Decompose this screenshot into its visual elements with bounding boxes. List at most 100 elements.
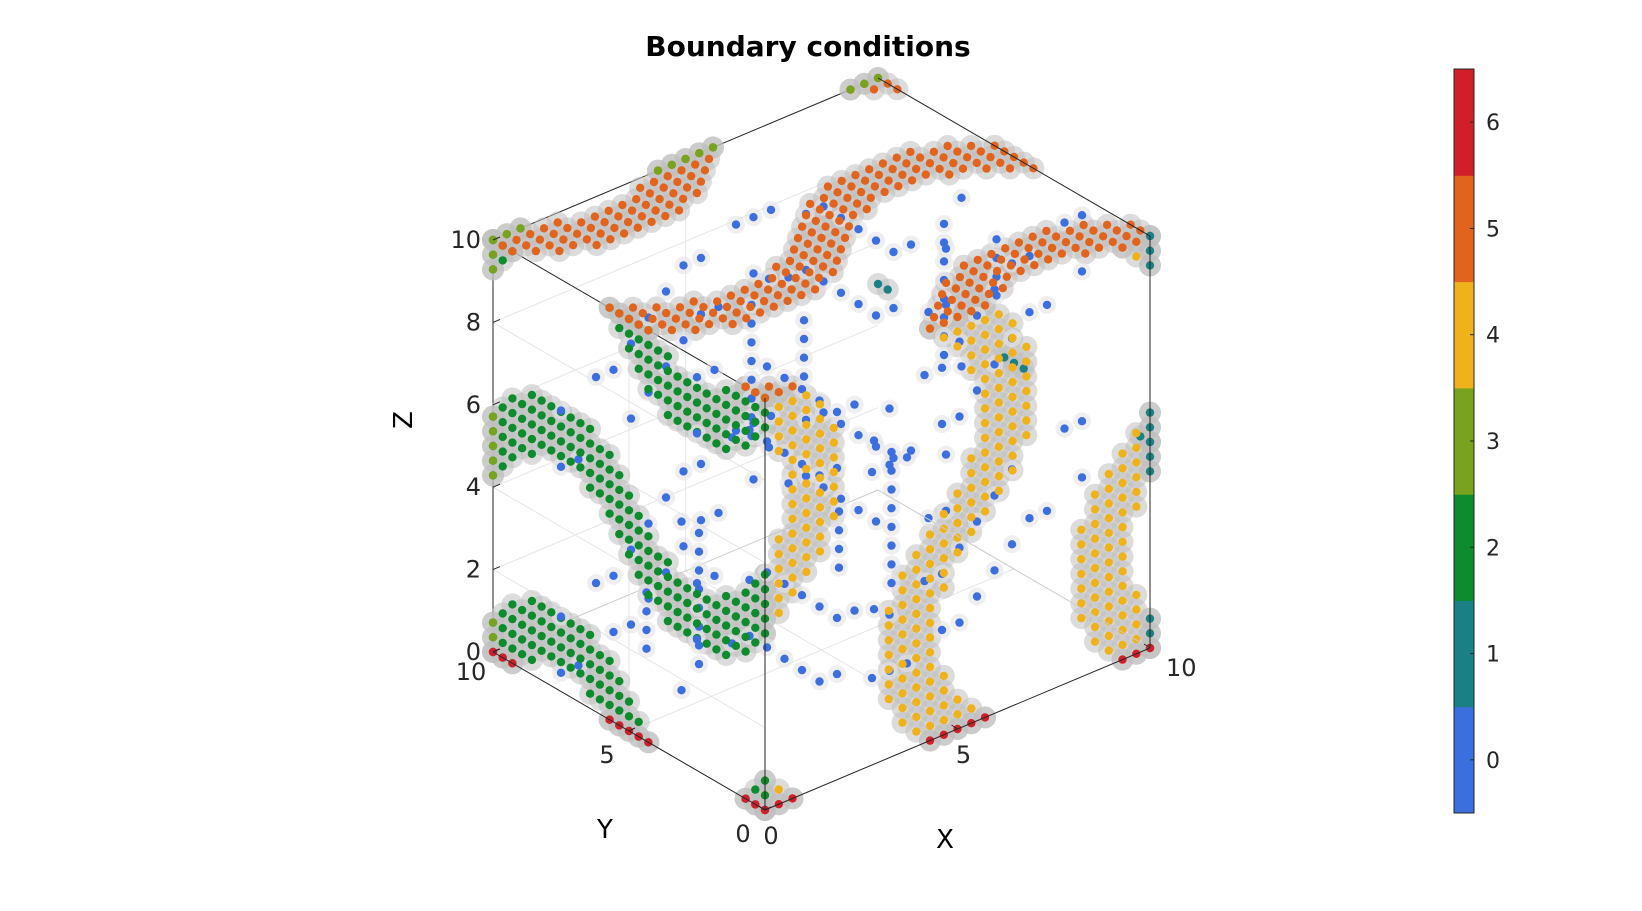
boundary-point-label-4 — [829, 467, 838, 477]
boundary-point-label-5 — [929, 147, 939, 156]
boundary-point-label-4 — [925, 589, 935, 598]
boundary-point-label-4 — [788, 558, 797, 568]
boundary-point-label-2 — [537, 440, 546, 449]
boundary-point-label-5 — [878, 159, 888, 168]
boundary-point-label-0 — [591, 578, 601, 588]
boundary-point-label-2 — [566, 442, 575, 452]
boundary-point-label-4 — [774, 608, 783, 618]
boundary-point-label-2 — [683, 598, 692, 608]
boundary-point-label-5 — [939, 318, 948, 327]
boundary-point-label-2 — [576, 669, 585, 678]
boundary-point-label-0 — [780, 654, 789, 663]
boundary-point-label-2 — [702, 639, 711, 648]
colorbar-swatch-5 — [1454, 175, 1474, 283]
boundary-point-label-4 — [939, 554, 948, 563]
boundary-point-label-4 — [829, 453, 838, 462]
boundary-point-label-2 — [605, 480, 614, 489]
boundary-point-label-5 — [860, 176, 870, 185]
boundary-point-label-3 — [488, 618, 498, 627]
boundary-point-label-0 — [871, 517, 881, 526]
boundary-point-label-1 — [1019, 364, 1028, 373]
boundary-point-label-2 — [537, 617, 546, 626]
boundary-point-label-2 — [731, 435, 741, 445]
boundary-point-label-0 — [1077, 417, 1087, 426]
boundary-point-label-5 — [772, 262, 781, 271]
boundary-point-label-2 — [634, 526, 643, 535]
boundary-point-label-0 — [887, 578, 896, 588]
boundary-point-label-5 — [1102, 220, 1112, 230]
boundary-point-label-5 — [661, 211, 670, 221]
boundary-point-label-4 — [980, 315, 990, 325]
boundary-point-label-4 — [939, 715, 948, 725]
boundary-point-label-5 — [943, 307, 952, 316]
boundary-point-label-0 — [1060, 218, 1069, 227]
boundary-point-label-2 — [624, 697, 634, 706]
boundary-point-label-4 — [994, 310, 1003, 319]
boundary-point-label-2 — [527, 420, 537, 429]
boundary-point-label-5 — [805, 268, 814, 277]
boundary-point-label-5 — [596, 229, 605, 238]
boundary-point-label-2 — [595, 474, 605, 483]
boundary-point-label-4 — [925, 677, 935, 686]
boundary-point-label-4 — [925, 721, 935, 731]
boundary-point-label-5 — [610, 223, 619, 233]
boundary-point-label-5 — [987, 249, 996, 259]
boundary-point-label-4 — [1118, 640, 1127, 650]
boundary-point-label-0 — [799, 372, 809, 381]
boundary-point-label-4 — [1104, 514, 1114, 523]
boundary-point-label-4 — [788, 441, 797, 450]
z-tick-label: 2 — [466, 556, 481, 584]
boundary-point-label-4 — [1118, 552, 1127, 561]
boundary-point-label-4 — [774, 579, 783, 588]
boundary-point-label-2 — [537, 602, 546, 611]
boundary-point-label-4 — [802, 567, 811, 577]
boundary-point-label-4 — [815, 473, 825, 483]
boundary-point-label-2 — [721, 430, 731, 439]
boundary-point-label-5 — [553, 218, 562, 227]
boundary-point-label-3 — [681, 154, 690, 164]
boundary-point-label-5 — [976, 147, 985, 156]
boundary-point-label-5 — [787, 285, 796, 294]
boundary-point-label-4 — [815, 414, 825, 424]
boundary-point-label-4 — [898, 586, 907, 595]
boundary-point-label-5 — [732, 308, 741, 317]
boundary-point-label-2 — [517, 605, 527, 615]
boundary-point-label-4 — [1077, 613, 1086, 623]
boundary-point-label-0 — [854, 431, 863, 440]
boundary-point-label-4 — [912, 550, 921, 560]
boundary-point-label-0 — [1077, 473, 1087, 482]
boundary-point-label-2 — [683, 392, 692, 402]
boundary-point-label-2 — [663, 396, 673, 405]
boundary-point-label-4 — [774, 535, 783, 544]
boundary-point-label-2 — [615, 691, 624, 701]
boundary-point-label-5 — [797, 222, 807, 231]
boundary-point-label-5 — [979, 272, 988, 282]
boundary-point-label-0 — [937, 419, 947, 429]
boundary-point-label-4 — [1118, 581, 1127, 591]
boundary-point-label-3 — [516, 224, 525, 233]
boundary-point-label-5 — [984, 289, 994, 299]
boundary-point-label-2 — [702, 624, 711, 634]
boundary-point-label-5 — [636, 183, 645, 192]
boundary-point-label-2 — [576, 625, 585, 634]
boundary-point-label-2 — [644, 355, 653, 364]
boundary-point-label-5 — [785, 256, 795, 266]
boundary-point-label-0 — [990, 566, 999, 575]
boundary-point-label-5 — [1132, 237, 1141, 246]
boundary-point-label-2 — [537, 425, 546, 435]
boundary-point-label-5 — [933, 301, 943, 310]
boundary-point-label-0 — [644, 519, 653, 528]
boundary-point-label-3 — [488, 471, 498, 480]
boundary-point-label-4 — [898, 644, 907, 654]
boundary-point-label-5 — [685, 308, 694, 318]
boundary-point-label-2 — [644, 590, 653, 600]
boundary-point-label-4 — [912, 565, 921, 574]
colorbar-swatch-1 — [1454, 600, 1474, 708]
boundary-point-label-4 — [802, 464, 811, 474]
boundary-point-label-2 — [624, 344, 634, 353]
boundary-point-label-2 — [663, 602, 673, 611]
boundary-point-label-2 — [566, 619, 575, 628]
boundary-point-label-2 — [721, 444, 731, 454]
boundary-point-label-4 — [829, 497, 838, 506]
boundary-point-label-4 — [1077, 555, 1086, 564]
